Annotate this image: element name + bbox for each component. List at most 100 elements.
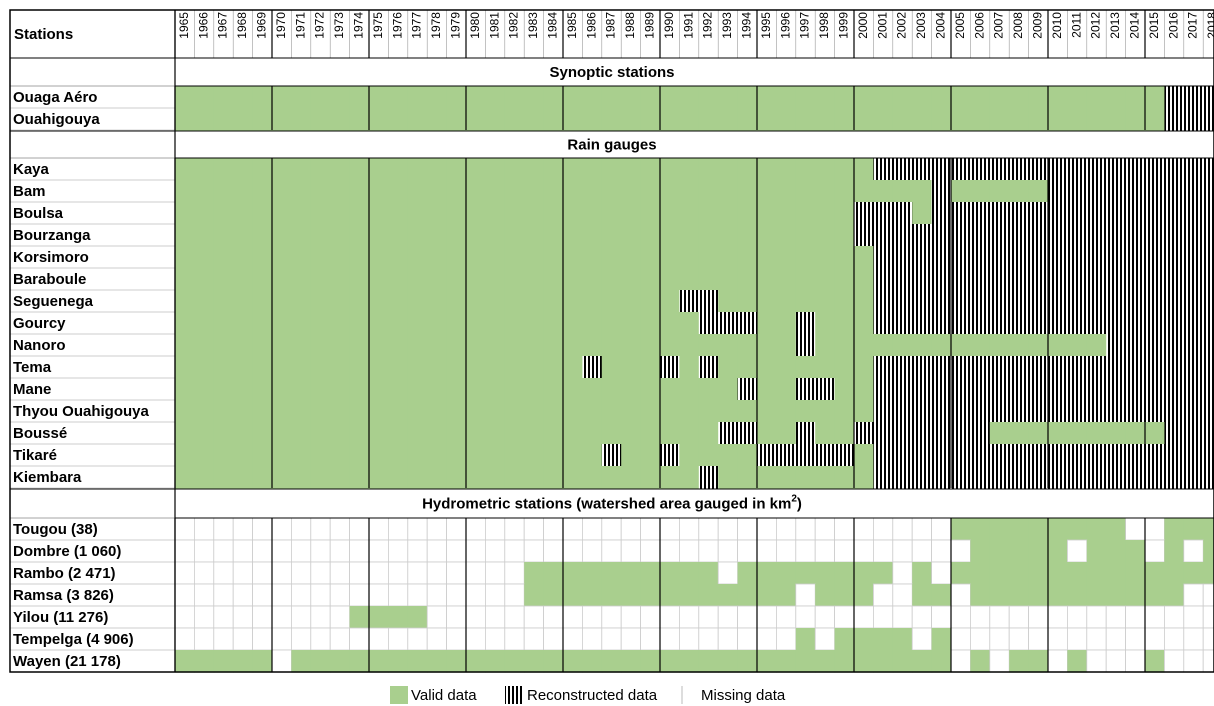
cell-reconstructed xyxy=(1106,444,1127,467)
cell-valid xyxy=(233,158,254,181)
cell-valid xyxy=(194,466,215,489)
cell-valid xyxy=(194,650,215,673)
cell-valid xyxy=(679,246,700,269)
cell-valid xyxy=(1048,108,1068,131)
cell-reconstructed xyxy=(1183,444,1204,467)
cell-valid xyxy=(252,444,273,467)
cell-reconstructed xyxy=(931,180,952,203)
cell-reconstructed xyxy=(1009,312,1030,335)
cell-missing xyxy=(950,627,971,651)
cell-missing xyxy=(310,627,331,651)
cell-reconstructed xyxy=(970,224,991,247)
cell-valid xyxy=(524,400,545,423)
cell-valid xyxy=(407,606,428,629)
cell-missing xyxy=(1125,627,1146,651)
cell-reconstructed xyxy=(989,158,1010,181)
cell-valid xyxy=(272,224,292,247)
cell-reconstructed xyxy=(1048,356,1068,379)
section-title-row xyxy=(9,130,1214,159)
cell-valid xyxy=(349,650,370,673)
year-label: 1993 xyxy=(720,12,734,39)
cell-valid xyxy=(1028,86,1049,109)
cell-reconstructed xyxy=(1028,224,1049,247)
cell-valid xyxy=(252,158,273,181)
cell-missing xyxy=(484,627,506,651)
cell-valid xyxy=(679,180,700,203)
cell-valid xyxy=(466,334,486,357)
year-label: 1986 xyxy=(584,12,598,39)
cell-valid xyxy=(912,650,933,673)
cell-valid xyxy=(369,224,389,247)
cell-valid xyxy=(543,246,564,269)
cell-valid xyxy=(757,268,777,291)
cell-valid xyxy=(601,378,622,401)
cell-missing xyxy=(892,517,913,541)
cell-valid xyxy=(349,422,370,445)
station-name: Korsimoro xyxy=(13,249,89,266)
cell-valid xyxy=(543,86,564,109)
cell-reconstructed xyxy=(931,466,952,489)
cell-valid xyxy=(466,180,486,203)
cell-valid xyxy=(1183,562,1204,585)
cell-missing xyxy=(349,561,370,585)
cell-missing xyxy=(1008,627,1030,651)
cell-reconstructed xyxy=(970,466,991,489)
cell-valid xyxy=(272,466,292,489)
cell-missing xyxy=(756,539,777,563)
cell-missing xyxy=(252,627,273,651)
cell-valid xyxy=(504,378,525,401)
cell-valid xyxy=(989,422,1010,445)
cell-reconstructed xyxy=(989,268,1010,291)
cell-valid xyxy=(233,422,254,445)
cell-valid xyxy=(291,422,312,445)
cell-missing xyxy=(174,627,195,651)
cell-valid xyxy=(194,224,215,247)
cell-valid xyxy=(718,466,739,489)
cell-valid xyxy=(194,400,215,423)
cell-valid xyxy=(330,466,351,489)
cell-valid xyxy=(291,158,312,181)
cell-valid xyxy=(582,444,603,467)
cell-valid xyxy=(718,202,739,225)
cell-missing xyxy=(1202,583,1214,607)
cell-valid xyxy=(912,108,933,131)
cell-reconstructed xyxy=(1106,466,1127,489)
cell-valid xyxy=(233,356,254,379)
cell-missing xyxy=(523,517,545,541)
cell-valid xyxy=(621,312,642,335)
year-label: 1966 xyxy=(196,12,210,39)
cell-valid xyxy=(970,334,991,357)
cell-missing xyxy=(543,627,564,651)
cell-missing xyxy=(193,605,215,629)
section-title: Rain gauges xyxy=(567,136,656,153)
cell-reconstructed xyxy=(1048,158,1068,181)
cell-missing xyxy=(310,539,331,563)
cell-valid xyxy=(504,202,525,225)
cell-valid xyxy=(194,86,215,109)
cell-valid xyxy=(485,290,506,313)
cell-missing xyxy=(620,627,642,651)
cell-valid xyxy=(485,312,506,335)
legend-valid: Valid data xyxy=(411,687,477,704)
cell-valid xyxy=(931,334,952,357)
cell-reconstructed xyxy=(718,422,739,445)
cell-valid xyxy=(951,334,971,357)
cell-valid xyxy=(330,158,351,181)
cell-valid xyxy=(388,224,409,247)
cell-valid xyxy=(601,400,622,423)
cell-reconstructed xyxy=(1203,246,1214,269)
cell-valid xyxy=(582,202,603,225)
cell-missing xyxy=(1086,605,1107,629)
cell-missing xyxy=(1202,605,1214,629)
cell-missing xyxy=(795,517,816,541)
cell-reconstructed xyxy=(679,290,700,313)
cell-valid xyxy=(795,180,816,203)
cell-valid xyxy=(737,246,758,269)
cell-missing xyxy=(737,605,758,629)
cell-valid xyxy=(407,158,428,181)
cell-reconstructed xyxy=(1203,268,1214,291)
cell-reconstructed xyxy=(1203,86,1214,109)
cell-valid xyxy=(679,224,700,247)
cell-valid xyxy=(349,378,370,401)
table-border xyxy=(9,9,1214,673)
